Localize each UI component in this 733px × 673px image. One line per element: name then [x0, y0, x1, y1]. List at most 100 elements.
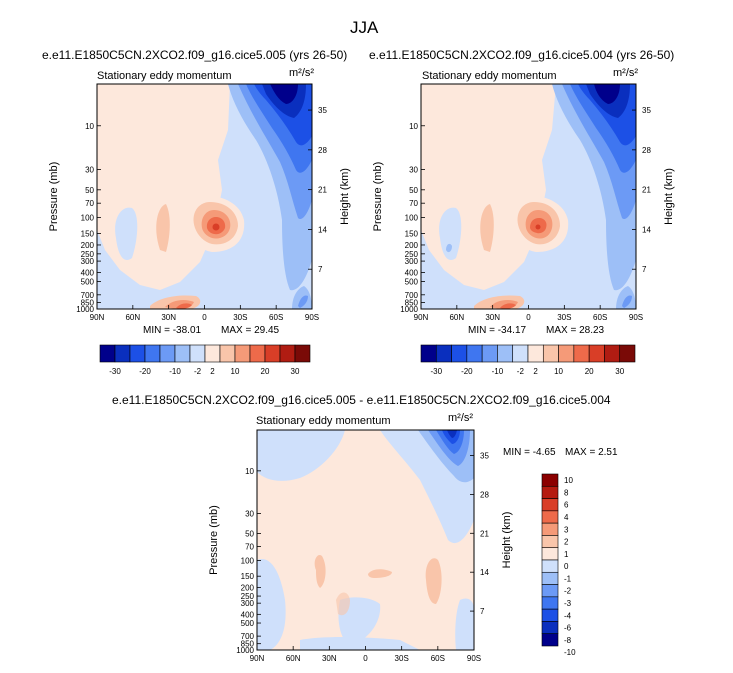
- y-tick-label: 300: [81, 257, 95, 266]
- panel1-colorbar-box: [114, 344, 131, 363]
- height-tick-label: 14: [318, 225, 327, 234]
- panel2-min-label: MIN = -34.17: [468, 325, 527, 336]
- panel1-colorbar-box: [129, 344, 146, 363]
- height-tick-label: 21: [318, 186, 327, 195]
- y-tick-label: 1000: [76, 305, 94, 314]
- panel3-colorbar-label: -1: [564, 574, 572, 583]
- panel1-colorbar-box: [264, 344, 281, 363]
- x-tick-label: 60S: [593, 313, 607, 322]
- height-tick-label: 7: [480, 607, 485, 616]
- panel2-colorbar-box: [573, 344, 590, 363]
- y-tick-label: 500: [81, 277, 95, 286]
- panel1-subtitle: Stationary eddy momentum: [97, 70, 232, 82]
- panel2-colorbar-label: -20: [461, 367, 473, 376]
- y-tick-label: 300: [405, 257, 419, 266]
- y-tick-label: 30: [245, 510, 254, 519]
- x-tick-label: 90S: [467, 654, 481, 663]
- panel2-title: e.e11.E1850C5CN.2XCO2.f09_g16.cice5.004 …: [369, 48, 675, 62]
- panel3-max-label: MAX = 2.51: [565, 447, 618, 458]
- panel3-field: [257, 430, 474, 650]
- panel2-units: m²/s²: [613, 67, 639, 79]
- y-tick-label: 10: [409, 122, 418, 131]
- panel2-max-label: MAX = 28.23: [546, 325, 605, 336]
- y-tick-label: 150: [241, 572, 255, 581]
- panel2-colorbar-box: [588, 344, 605, 363]
- x-tick-label: 30S: [557, 313, 571, 322]
- panel3-colorbar-label: 2: [564, 538, 569, 547]
- x-tick-label: 0: [526, 313, 531, 322]
- height-tick-label: 21: [480, 529, 489, 538]
- panel3-colorbar-label: 0: [564, 562, 569, 571]
- y-tick-label: 300: [241, 599, 255, 608]
- y-tick-label: 50: [245, 529, 254, 538]
- panel1-colorbar-box: [294, 344, 311, 363]
- panel1-colorbar-box: [174, 344, 191, 363]
- panel2-colorbar-label: 2: [533, 367, 538, 376]
- x-tick-label: 90N: [250, 654, 265, 663]
- pressure-axis-title: Pressure (mb): [208, 505, 220, 575]
- height-tick-label: 35: [480, 451, 489, 460]
- x-tick-label: 90N: [90, 313, 105, 322]
- panel2-colorbar-box: [542, 344, 559, 363]
- panel1-colorbar-label: 20: [261, 367, 270, 376]
- y-tick-label: 700: [405, 291, 419, 300]
- height-axis-title: Height (km): [663, 168, 675, 225]
- y-tick-label: 850: [405, 299, 419, 308]
- panel1-title: e.e11.E1850C5CN.2XCO2.f09_g16.cice5.005 …: [42, 48, 348, 62]
- y-tick-label: 30: [409, 165, 418, 174]
- panel3-colorbar-label: 6: [564, 501, 569, 510]
- y-tick-label: 1000: [236, 646, 254, 655]
- panel3-colorbar-box: [541, 584, 559, 598]
- y-tick-label: 50: [85, 186, 94, 195]
- panel3-colorbar-box: [541, 485, 559, 499]
- y-tick-label: 500: [241, 619, 255, 628]
- panel2-colorbar-label: 30: [615, 367, 624, 376]
- panel1-colorbar-label: 30: [291, 367, 300, 376]
- y-tick-label: 30: [85, 165, 94, 174]
- panel1-colorbar-label: 2: [210, 367, 215, 376]
- x-tick-label: 30S: [395, 654, 409, 663]
- panel1-colorbar-box: [279, 344, 296, 363]
- panel1-colorbar-box: [204, 344, 221, 363]
- y-tick-label: 100: [405, 213, 419, 222]
- y-tick-label: 400: [405, 269, 419, 278]
- panel2-field: [421, 84, 636, 309]
- panel3-colorbar-label: -4: [564, 611, 572, 620]
- panel3-subtitle: Stationary eddy momentum: [256, 415, 391, 427]
- panel1-colorbar-label: -2: [194, 367, 202, 376]
- panel3-colorbar-box: [541, 608, 559, 622]
- x-tick-label: 0: [363, 654, 368, 663]
- panel2-colorbar-box: [466, 344, 483, 363]
- y-tick-label: 250: [405, 250, 419, 259]
- panel2-colorbar-box: [512, 344, 529, 363]
- panel3-colorbar-label: -8: [564, 636, 572, 645]
- panel3-colorbar-label: 1: [564, 550, 569, 559]
- y-tick-label: 700: [241, 632, 255, 641]
- x-tick-label: 90S: [305, 313, 319, 322]
- y-tick-label: 850: [241, 640, 255, 649]
- y-tick-label: 10: [85, 122, 94, 131]
- panel2-colorbar-label: -2: [517, 367, 525, 376]
- pressure-axis-title: Pressure (mb): [372, 162, 384, 232]
- height-tick-label: 28: [480, 490, 489, 499]
- panel3-units: m²/s²: [448, 412, 474, 424]
- y-tick-label: 250: [241, 592, 255, 601]
- x-tick-label: 30N: [485, 313, 500, 322]
- panel2-colorbar-box: [451, 344, 468, 363]
- y-tick-label: 100: [241, 556, 255, 565]
- panel1-colorbar-label: -30: [109, 367, 121, 376]
- figure-title: JJA: [350, 18, 379, 37]
- panel1-colorbar-box: [249, 344, 266, 363]
- height-tick-label: 28: [642, 146, 651, 155]
- panel2-colorbar-box: [481, 344, 498, 363]
- x-tick-label: 0: [202, 313, 207, 322]
- panel2-colorbar-box: [420, 344, 437, 363]
- y-tick-label: 50: [409, 186, 418, 195]
- height-tick-label: 21: [642, 186, 651, 195]
- height-tick-label: 14: [480, 568, 489, 577]
- height-axis-title: Height (km): [501, 512, 513, 569]
- panel1-colorbar-box: [189, 344, 206, 363]
- panel1-field: [97, 84, 312, 309]
- panel1-colorbar-box: [99, 344, 116, 363]
